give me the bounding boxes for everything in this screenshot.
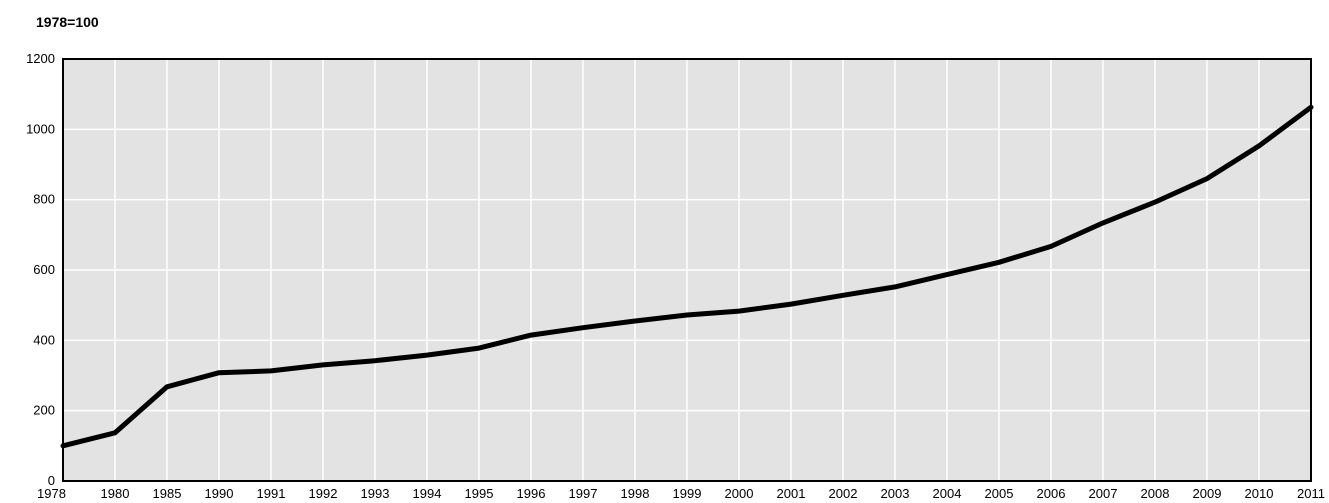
x-tick-label: 1985	[153, 486, 182, 501]
x-tick-label: 1999	[673, 486, 702, 501]
x-tick-label: 1980	[101, 486, 130, 501]
x-tick-label: 1998	[621, 486, 650, 501]
x-tick-label: 1994	[413, 486, 442, 501]
x-tick-label: 2010	[1245, 486, 1274, 501]
series-line	[60, 104, 1314, 449]
x-tick-label: 1995	[465, 486, 494, 501]
plot-frame	[62, 58, 1312, 482]
y-tick-label: 0	[48, 473, 55, 488]
x-tick-label: 1997	[569, 486, 598, 501]
y-tick-label: 600	[33, 262, 55, 277]
x-tick-label: 2004	[933, 486, 962, 501]
x-tick-label: 1990	[205, 486, 234, 501]
y-tick-label: 400	[33, 332, 55, 347]
x-tick-label: 2001	[777, 486, 806, 501]
y-tick-label: 1000	[26, 121, 55, 136]
x-tick-label: 1991	[257, 486, 286, 501]
x-tick-label: 2008	[1141, 486, 1170, 501]
unit-label: 1978=100	[36, 14, 99, 30]
x-tick-label: 2006	[1037, 486, 1066, 501]
x-tick-label: 1993	[361, 486, 390, 501]
y-axis: 0 200 400 600 800 1000 1200	[26, 51, 55, 488]
x-axis: 1978 1980 1985 1990 1991 1992 1993 1994 1995 1996…	[37, 486, 1325, 501]
y-tick-label: 1200	[26, 51, 55, 66]
gridlines	[63, 59, 1311, 481]
x-tick-label: 2009	[1193, 486, 1222, 501]
x-tick-label: 2005	[985, 486, 1014, 501]
x-tick-label: 1996	[517, 486, 546, 501]
x-tick-label: 1978	[37, 486, 66, 501]
x-tick-label: 2007	[1089, 486, 1118, 501]
y-tick-label: 200	[33, 403, 55, 418]
x-tick-label: 1992	[309, 486, 338, 501]
x-tick-label: 2002	[829, 486, 858, 501]
x-tick-label: 2000	[725, 486, 754, 501]
y-tick-label: 800	[33, 192, 55, 207]
x-tick-label: 2011	[1297, 486, 1325, 501]
x-tick-label: 2003	[881, 486, 910, 501]
